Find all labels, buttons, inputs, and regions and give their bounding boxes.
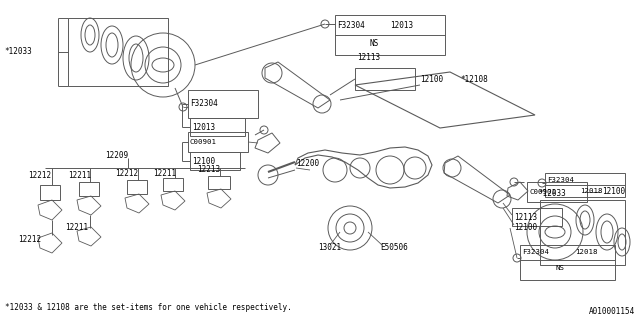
Text: 12100: 12100	[602, 188, 625, 196]
Bar	[79, 182, 99, 196]
Bar	[190, 152, 240, 170]
Bar	[208, 176, 230, 189]
Text: 12013: 12013	[192, 123, 215, 132]
Text: 12100: 12100	[420, 76, 443, 84]
Text: F32304: F32304	[547, 177, 574, 183]
Text: 12211: 12211	[68, 171, 91, 180]
Text: *12033: *12033	[538, 188, 566, 197]
Bar	[335, 15, 445, 55]
Text: 12113: 12113	[357, 53, 380, 62]
Bar	[188, 90, 258, 118]
Bar	[355, 68, 415, 90]
Text: 13021: 13021	[318, 244, 341, 252]
Text: 12100: 12100	[514, 223, 537, 233]
Text: F32304: F32304	[190, 100, 218, 108]
Bar	[127, 180, 147, 194]
Text: F32304: F32304	[337, 20, 365, 29]
Text: E50506: E50506	[380, 244, 408, 252]
Text: 12211: 12211	[65, 223, 88, 233]
Text: 12212: 12212	[115, 169, 138, 178]
Text: 12213: 12213	[197, 165, 220, 174]
Text: A010001154: A010001154	[589, 307, 635, 316]
Text: 12100: 12100	[192, 156, 215, 165]
Bar	[68, 18, 168, 86]
Text: 12209: 12209	[105, 150, 128, 159]
Bar	[520, 245, 615, 280]
Bar	[163, 178, 183, 191]
Bar	[540, 200, 625, 265]
Text: 12212: 12212	[28, 171, 51, 180]
Text: 12013: 12013	[390, 20, 413, 29]
Text: C00901: C00901	[190, 139, 217, 145]
Text: 12212: 12212	[18, 236, 41, 244]
Text: *12033 & 12108 are the set-items for one vehicle respectively.: *12033 & 12108 are the set-items for one…	[5, 303, 292, 312]
Text: 12211: 12211	[153, 169, 176, 178]
Bar	[527, 182, 587, 202]
Text: 12018: 12018	[575, 249, 598, 255]
Bar	[512, 208, 562, 226]
Text: F32304: F32304	[522, 249, 549, 255]
Text: NS: NS	[555, 265, 564, 271]
Bar	[190, 118, 245, 136]
Text: *12108: *12108	[460, 76, 488, 84]
Bar	[40, 185, 60, 200]
Bar	[188, 132, 248, 152]
Text: 12113: 12113	[514, 212, 537, 221]
Text: C00901: C00901	[529, 189, 556, 195]
Text: 12018: 12018	[580, 188, 602, 194]
Text: NS: NS	[370, 38, 380, 47]
Text: 12200: 12200	[296, 158, 319, 167]
Bar	[545, 173, 625, 197]
Text: *12033: *12033	[4, 47, 32, 57]
